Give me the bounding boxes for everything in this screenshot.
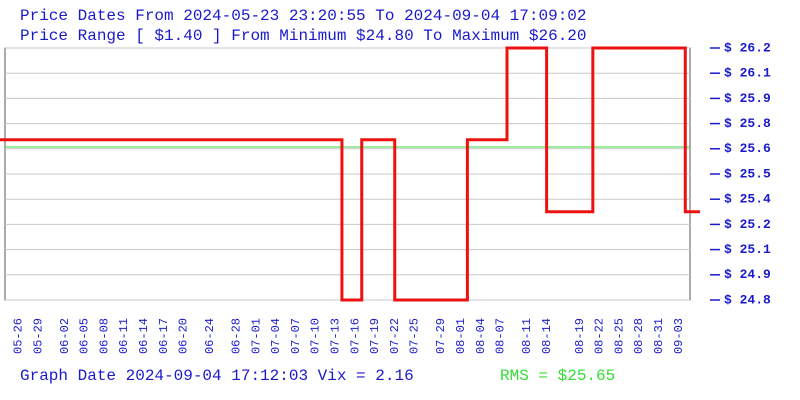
x-tick-label: 07-07 [289,318,303,354]
x-tick-label: 07-25 [408,318,422,354]
x-tick-label: 06-17 [157,318,171,354]
x-tick-label: 08-04 [474,318,488,354]
x-tick-label: 08-31 [652,318,666,354]
x-tick-label: 08-11 [520,318,534,354]
x-tick-label: 06-05 [78,318,92,354]
x-tick-label: 08-01 [454,318,468,354]
x-tick-label: 07-01 [249,318,263,354]
y-tick-label: $ 25.5 [724,166,771,181]
x-tick-label: 07-29 [434,318,448,354]
x-tick-label: 08-22 [593,318,607,354]
x-tick-label: 07-04 [269,318,283,354]
y-tick-label: $ 24.8 [724,292,771,307]
x-tick-label: 08-25 [612,318,626,354]
x-tick-label: 09-03 [672,318,686,354]
price-line [0,46,700,302]
y-tick-label: $ 25.4 [724,192,771,207]
x-tick-label: 06-14 [137,318,151,354]
y-tick-label: $ 25.8 [724,116,771,131]
x-tick-label: 06-24 [203,318,217,354]
y-tick-label: $ 25.6 [724,141,771,156]
y-tick-label: $ 26.2 [724,40,771,55]
x-tick-label: 06-28 [229,318,243,354]
x-tick-label: 08-14 [540,318,554,354]
x-tick-label: 06-08 [97,318,111,354]
x-tick-label: 07-13 [328,318,342,354]
x-tick-label: 07-10 [309,318,323,354]
footer: Graph Date 2024-09-04 17:12:03 Vix = 2.1… [20,367,414,385]
y-tick-label: $ 25.1 [724,242,771,257]
y-tick-label: $ 25.2 [724,217,771,232]
rms-label: RMS = $25.65 [500,367,615,385]
x-tick-label: 08-07 [494,318,508,354]
chart-title: Price Dates From 2024-05-23 23:20:55 To … [20,7,587,25]
x-tick-label: 08-19 [573,318,587,354]
y-tick-label: $ 25.9 [724,91,771,106]
y-tick-label: $ 26.1 [724,66,771,81]
x-tick-label: 07-16 [348,318,362,354]
x-tick-label: 06-20 [177,318,191,354]
x-tick-label: 08-28 [632,318,646,354]
x-tick-label: 06-02 [58,318,72,354]
x-tick-label: 07-22 [388,318,402,354]
chart-subtitle: Price Range [ $1.40 ] From Minimum $24.8… [20,27,587,45]
x-tick-label: 07-19 [368,318,382,354]
y-tick-label: $ 24.9 [724,267,771,282]
x-tick-label: 05-26 [12,318,26,354]
x-tick-label: 06-11 [117,318,131,354]
x-tick-label: 05-29 [31,318,45,354]
